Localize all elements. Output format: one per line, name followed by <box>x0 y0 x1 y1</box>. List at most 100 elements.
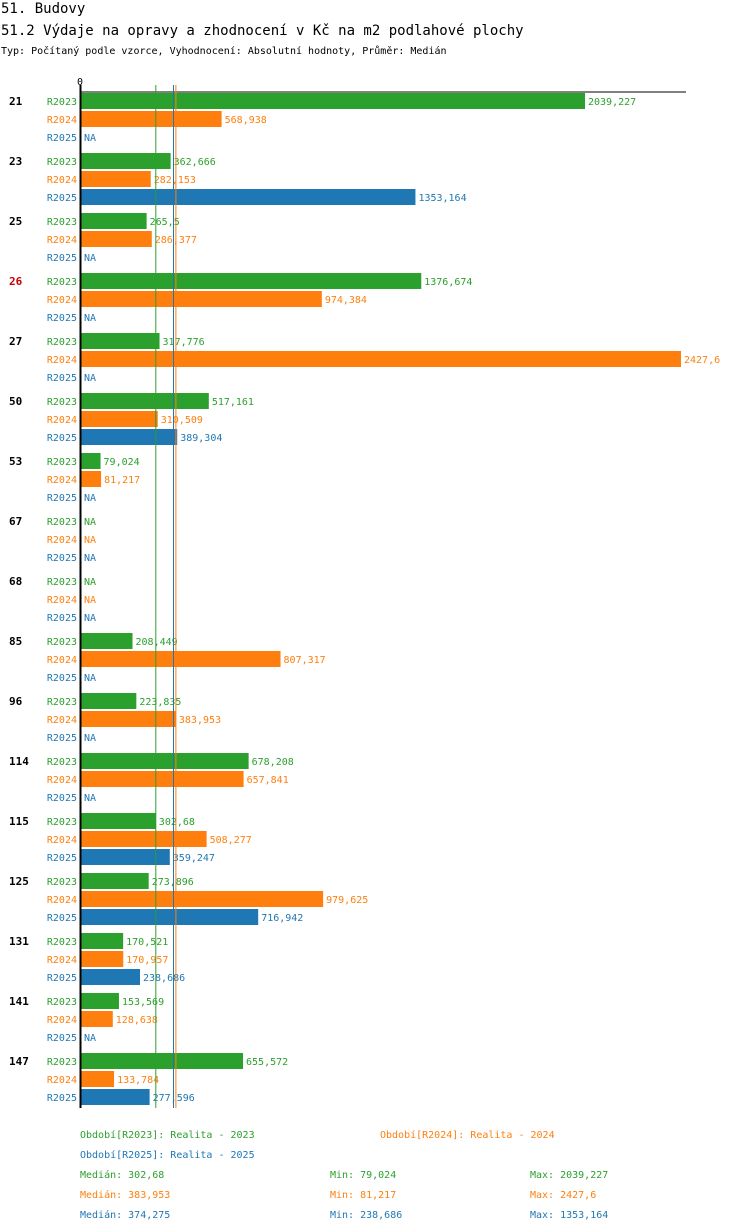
data-label-53-R2025: NA <box>84 493 96 504</box>
legend-period-2025: Období[R2025]: Realita - 2025 <box>80 1149 255 1161</box>
bar-96-R2024 <box>81 711 176 727</box>
data-label-26-R2023: 1376,674 <box>424 277 472 288</box>
series-label-85-R2025: R2025 <box>47 673 77 684</box>
series-label-50-R2025: R2025 <box>47 433 77 444</box>
data-label-125-R2025: 716,942 <box>261 913 303 924</box>
series-label-96-R2023: R2023 <box>47 697 77 708</box>
bar-27-R2023 <box>81 333 160 349</box>
stat-min-r2025: Min: 238,686 <box>330 1210 402 1221</box>
stat-max-r2023: Max: 2039,227 <box>530 1170 608 1181</box>
data-label-67-R2023: NA <box>84 517 96 528</box>
series-label-85-R2023: R2023 <box>47 637 77 648</box>
data-label-53-R2024: 81,217 <box>104 475 140 486</box>
series-label-85-R2024: R2024 <box>47 655 77 666</box>
data-label-25-R2023: 265,5 <box>150 217 180 228</box>
bar-125-R2024 <box>81 891 324 907</box>
median-lines <box>155 85 177 1108</box>
data-label-21-R2025: NA <box>84 133 96 144</box>
series-label-27-R2023: R2023 <box>47 337 77 348</box>
bar-131-R2025 <box>81 969 140 985</box>
data-label-131-R2023: 170,521 <box>126 937 168 948</box>
bar-141-R2023 <box>81 993 119 1009</box>
bar-26-R2024 <box>81 291 322 307</box>
bar-50-R2023 <box>81 393 209 409</box>
category-label-85: 85 <box>9 635 22 648</box>
bar-21-R2024 <box>81 111 222 127</box>
series-label-125-R2023: R2023 <box>47 877 77 888</box>
data-label-26-R2025: NA <box>84 313 96 324</box>
legend-period-2023: Období[R2023]: Realita - 2023 <box>80 1129 255 1141</box>
category-label-68: 68 <box>9 575 22 588</box>
data-label-68-R2024: NA <box>84 595 96 606</box>
category-label-50: 50 <box>9 395 22 408</box>
series-label-147-R2024: R2024 <box>47 1075 77 1086</box>
data-label-85-R2024: 807,317 <box>284 655 326 666</box>
data-label-115-R2025: 359,247 <box>173 853 215 864</box>
data-label-125-R2024: 979,625 <box>326 895 368 906</box>
bar-141-R2024 <box>81 1011 113 1027</box>
bar-147-R2025 <box>81 1089 150 1105</box>
series-label-53-R2023: R2023 <box>47 457 77 468</box>
stat-median-r2025: Medián: 374,275 <box>80 1209 170 1221</box>
series-label-96-R2024: R2024 <box>47 715 77 726</box>
bar-23-R2024 <box>81 171 151 187</box>
series-label-67-R2025: R2025 <box>47 553 77 564</box>
bar-131-R2024 <box>81 951 124 967</box>
category-label-125: 125 <box>9 875 29 888</box>
stat-min-r2024: Min: 81,217 <box>330 1190 396 1201</box>
data-label-67-R2024: NA <box>84 535 96 546</box>
bar-115-R2024 <box>81 831 207 847</box>
category-label-27: 27 <box>9 335 22 348</box>
data-label-50-R2023: 517,161 <box>212 397 254 408</box>
category-label-21: 21 <box>9 95 23 108</box>
axis-zero-label: 0 <box>77 77 83 88</box>
data-label-141-R2025: NA <box>84 1033 96 1044</box>
bar-26-R2023 <box>81 273 422 289</box>
bar-85-R2023 <box>81 633 133 649</box>
data-label-53-R2023: 79,024 <box>104 457 140 468</box>
series-label-147-R2023: R2023 <box>47 1057 77 1068</box>
data-label-141-R2023: 153,569 <box>122 997 164 1008</box>
bar-25-R2024 <box>81 231 152 247</box>
category-label-26: 26 <box>9 275 23 288</box>
category-label-53: 53 <box>9 455 22 468</box>
data-label-115-R2024: 508,277 <box>210 835 252 846</box>
bar-96-R2023 <box>81 693 137 709</box>
data-label-114-R2025: NA <box>84 793 96 804</box>
series-label-26-R2025: R2025 <box>47 313 77 324</box>
data-label-96-R2023: 223,835 <box>139 697 181 708</box>
data-label-50-R2025: 389,304 <box>180 433 222 444</box>
data-label-114-R2023: 678,208 <box>252 757 294 768</box>
bar-53-R2023 <box>81 453 101 469</box>
series-label-115-R2024: R2024 <box>47 835 77 846</box>
series-label-21-R2025: R2025 <box>47 133 77 144</box>
series-label-26-R2023: R2023 <box>47 277 77 288</box>
bar-114-R2024 <box>81 771 244 787</box>
series-label-115-R2025: R2025 <box>47 853 77 864</box>
data-label-85-R2023: 208,449 <box>136 637 178 648</box>
series-label-23-R2023: R2023 <box>47 157 77 168</box>
series-label-21-R2024: R2024 <box>47 115 77 126</box>
category-label-147: 147 <box>9 1055 29 1068</box>
data-label-27-R2024: 2427,6 <box>684 355 720 366</box>
bar-115-R2023 <box>81 813 156 829</box>
series-label-141-R2024: R2024 <box>47 1015 77 1026</box>
series-label-68-R2025: R2025 <box>47 613 77 624</box>
bar-85-R2024 <box>81 651 281 667</box>
category-label-141: 141 <box>9 995 29 1008</box>
category-label-96: 96 <box>9 695 23 708</box>
data-label-131-R2025: 238,686 <box>143 973 185 984</box>
stat-max-r2024: Max: 2427,6 <box>530 1190 596 1201</box>
series-label-27-R2025: R2025 <box>47 373 77 384</box>
series-label-67-R2024: R2024 <box>47 535 77 546</box>
category-label-25: 25 <box>9 215 22 228</box>
series-label-25-R2025: R2025 <box>47 253 77 264</box>
series-label-131-R2024: R2024 <box>47 955 77 966</box>
series-label-21-R2023: R2023 <box>47 97 77 108</box>
data-label-68-R2025: NA <box>84 613 96 624</box>
data-label-23-R2024: 282,153 <box>154 175 196 186</box>
category-label-23: 23 <box>9 155 22 168</box>
bar-21-R2023 <box>81 93 586 109</box>
series-label-68-R2023: R2023 <box>47 577 77 588</box>
bar-147-R2023 <box>81 1053 244 1069</box>
